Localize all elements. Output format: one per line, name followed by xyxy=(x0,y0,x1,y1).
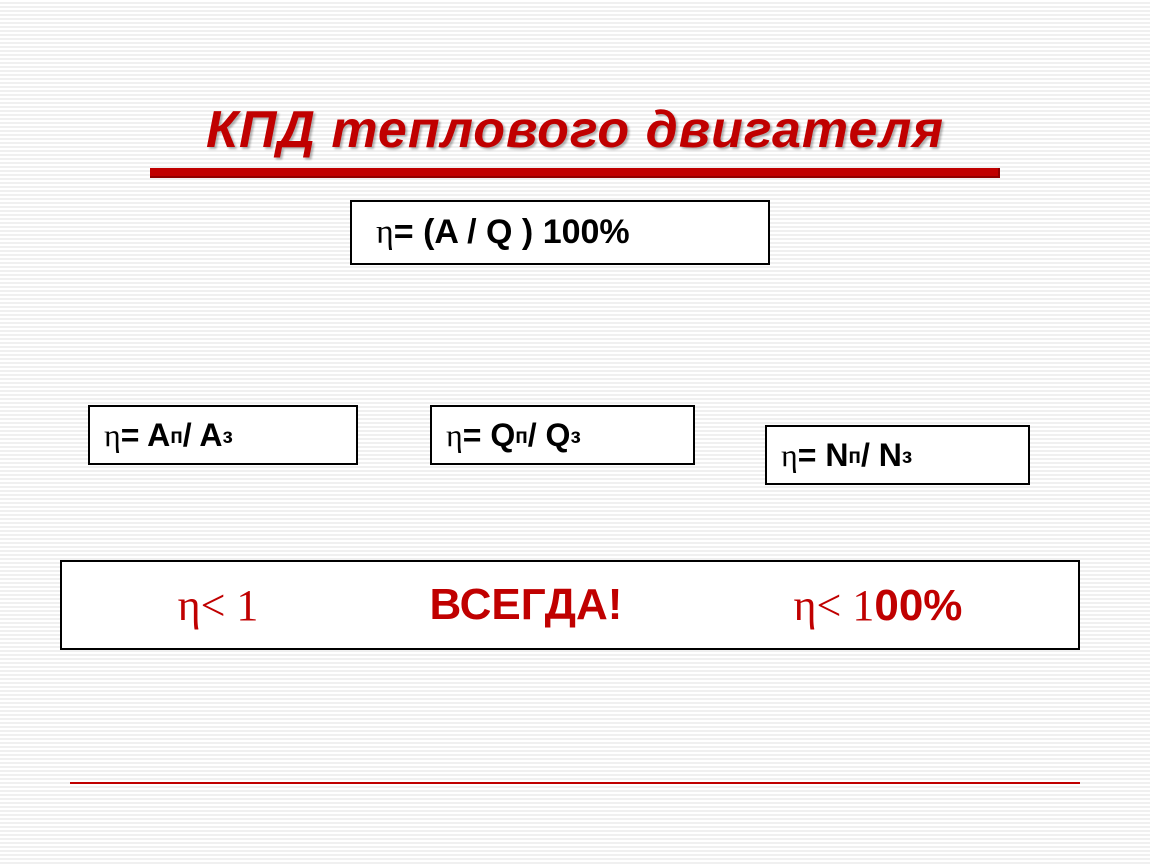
eta-symbol: η xyxy=(376,214,394,252)
formula-a-mid: / A xyxy=(183,417,223,454)
footer-divider xyxy=(70,782,1080,784)
formula-n-sub2: з xyxy=(902,445,912,469)
formula-a-sub1: п xyxy=(170,425,183,449)
bottom-left: η< 1 xyxy=(178,580,259,631)
formula-n: η = Nп/ Nз xyxy=(765,425,1030,485)
formula-q-mid: / Q xyxy=(528,417,571,454)
formula-n-prefix: = N xyxy=(798,437,849,474)
bottom-right-eta: η< 1 xyxy=(794,581,875,630)
slide: КПД теплового двигателя η = (A / Q ) 100… xyxy=(0,0,1150,864)
formula-n-sub1: п xyxy=(848,445,861,469)
formula-main-expr: = (A / Q ) 100% xyxy=(394,213,630,252)
formula-main: η = (A / Q ) 100% xyxy=(350,200,770,265)
title-underline xyxy=(150,168,1000,178)
formula-a-sub2: з xyxy=(223,425,233,449)
eta-symbol: η xyxy=(104,417,121,454)
formula-a: η = A п/ Aз xyxy=(88,405,358,465)
eta-symbol: η xyxy=(446,417,463,454)
formula-q-prefix: = Q xyxy=(463,417,515,454)
page-title: КПД теплового двигателя xyxy=(0,100,1150,160)
bottom-left-text: η< 1 xyxy=(178,581,259,630)
formula-n-mid: / N xyxy=(861,437,902,474)
bottom-right-rest: 00% xyxy=(874,581,962,630)
bottom-right: η< 100% xyxy=(794,580,963,631)
formula-q-sub2: з xyxy=(570,425,580,449)
eta-symbol: η xyxy=(781,437,798,474)
formula-q: η = Qп/ Qз xyxy=(430,405,695,465)
title-area: КПД теплового двигателя xyxy=(0,100,1150,178)
formula-q-sub1: п xyxy=(515,425,528,449)
bottom-box: η< 1 ВСЕГДА! η< 100% xyxy=(60,560,1080,650)
formula-a-prefix: = A xyxy=(121,417,171,454)
bottom-center: ВСЕГДА! xyxy=(430,580,623,630)
